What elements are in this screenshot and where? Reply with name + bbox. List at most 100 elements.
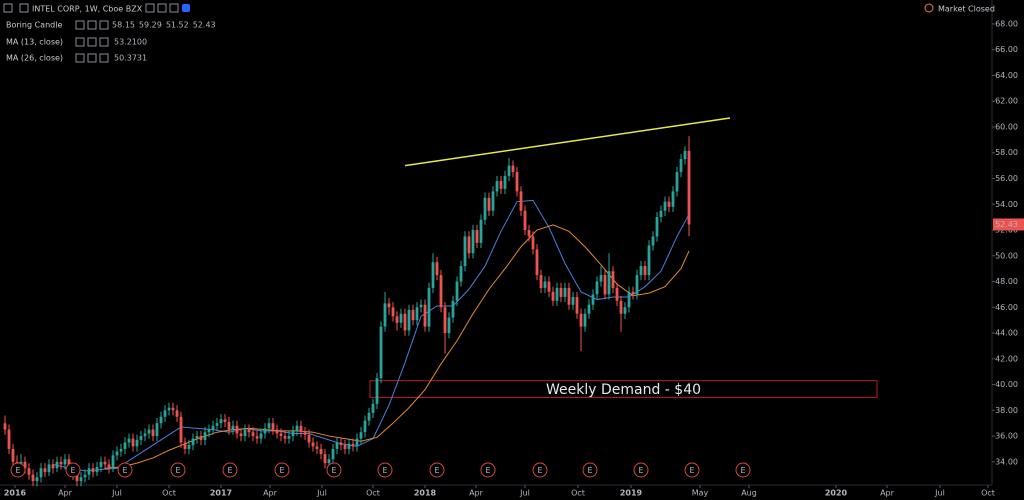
- candle-body: [91, 468, 95, 473]
- candle-body: [651, 236, 655, 246]
- candle-body: [195, 436, 199, 439]
- candle-body: [111, 455, 115, 469]
- candle-body: [219, 419, 223, 424]
- legend-icon[interactable]: [99, 20, 109, 30]
- candle-body: [615, 287, 619, 301]
- legend-icon[interactable]: [87, 37, 97, 47]
- candle-body: [263, 428, 267, 434]
- settings-icon[interactable]: [157, 3, 167, 13]
- trendline: [404, 117, 731, 167]
- candle-body: [363, 420, 367, 433]
- candle-body: [43, 468, 47, 473]
- x-tick-label: Apr: [880, 489, 895, 498]
- legend-icon[interactable]: [87, 20, 97, 30]
- candle-body: [79, 477, 83, 482]
- candle-body: [51, 464, 55, 469]
- candle-body: [207, 429, 211, 433]
- demand-zone-label: Weekly Demand - $40: [546, 382, 701, 398]
- candle-body: [11, 448, 15, 462]
- candle-body: [571, 296, 575, 305]
- candle-body: [587, 304, 591, 314]
- candle-body: [627, 291, 631, 308]
- menu-icon[interactable]: [3, 3, 13, 13]
- earnings-marker: [377, 462, 393, 478]
- earnings-marker: [326, 462, 342, 478]
- candle-body: [175, 410, 179, 417]
- candle-body: [159, 416, 163, 424]
- earnings-label: E: [122, 466, 127, 475]
- candle-body: [467, 236, 471, 254]
- candle-body: [95, 466, 99, 473]
- candle-body: [251, 432, 255, 437]
- legend-icon[interactable]: [75, 20, 85, 30]
- legend-icon[interactable]: [99, 53, 109, 63]
- candle-body: [607, 271, 611, 295]
- candle-body: [575, 296, 579, 314]
- candle-body: [419, 304, 423, 308]
- candle-body: [387, 303, 391, 308]
- candle-body: [647, 245, 651, 276]
- y-tick-label: 62.00: [995, 97, 1018, 106]
- earnings-marker: [170, 462, 186, 478]
- candle-body: [131, 438, 135, 447]
- candle-body: [595, 281, 599, 295]
- hide-icon[interactable]: [145, 3, 155, 13]
- candle-body: [503, 175, 507, 189]
- y-tick-label: 34.00: [995, 457, 1018, 466]
- candle-body: [191, 438, 195, 446]
- earnings-marker: [429, 462, 445, 478]
- candle-body: [395, 316, 399, 323]
- demand-zone: [369, 380, 878, 398]
- candle-body: [171, 407, 175, 411]
- x-tick-label: Jul: [519, 489, 530, 498]
- y-tick-label: 40.00: [995, 380, 1018, 389]
- close-icon[interactable]: [169, 3, 179, 13]
- candle-body: [347, 443, 351, 449]
- candle-body: [279, 433, 283, 437]
- legend-name: MA (13, close): [6, 38, 63, 47]
- earnings-marker: [222, 462, 238, 478]
- legend-icon[interactable]: [75, 53, 85, 63]
- candle-body: [167, 407, 171, 411]
- candle-body: [283, 436, 287, 439]
- status-icon: [924, 3, 934, 13]
- candle-body: [55, 461, 59, 469]
- candle-body: [543, 281, 547, 288]
- legend-icon[interactable]: [75, 37, 85, 47]
- last-price-label: 52.43: [995, 220, 1018, 229]
- candle-body: [639, 266, 643, 276]
- symbol-title: INTEL CORP, 1W, Cboe BZX: [32, 5, 143, 14]
- candle-body: [675, 172, 679, 192]
- candle-body: [199, 436, 203, 440]
- candle-body: [591, 294, 595, 305]
- candle-body: [179, 416, 183, 443]
- legend-icon[interactable]: [99, 37, 109, 47]
- candle-body: [47, 464, 51, 473]
- candle-body: [619, 300, 623, 314]
- candle-body: [375, 378, 379, 404]
- earnings-label: E: [587, 466, 592, 475]
- candle-body: [327, 459, 331, 464]
- candle-body: [399, 313, 403, 323]
- x-tick-label: Apr: [469, 489, 484, 498]
- candle-body: [623, 307, 627, 314]
- legend-icon[interactable]: [87, 53, 97, 63]
- symbol-icon[interactable]: [19, 3, 29, 13]
- candle-body: [291, 430, 295, 437]
- compare-icon[interactable]: [182, 4, 190, 12]
- candle-body: [667, 201, 671, 207]
- earnings-label: E: [279, 466, 284, 475]
- candle-body: [163, 410, 167, 417]
- candle-body: [359, 432, 363, 439]
- x-tick-label: 2017: [210, 489, 232, 498]
- x-tick-label: Jul: [111, 489, 122, 498]
- candle-body: [643, 266, 647, 276]
- candle-body: [151, 429, 155, 437]
- candle-body: [203, 432, 207, 440]
- candle-body: [275, 429, 279, 434]
- legend-value: 50.3731: [114, 54, 147, 63]
- candle-body: [3, 423, 7, 430]
- candle-body: [471, 230, 475, 254]
- y-tick-label: 42.00: [995, 354, 1018, 363]
